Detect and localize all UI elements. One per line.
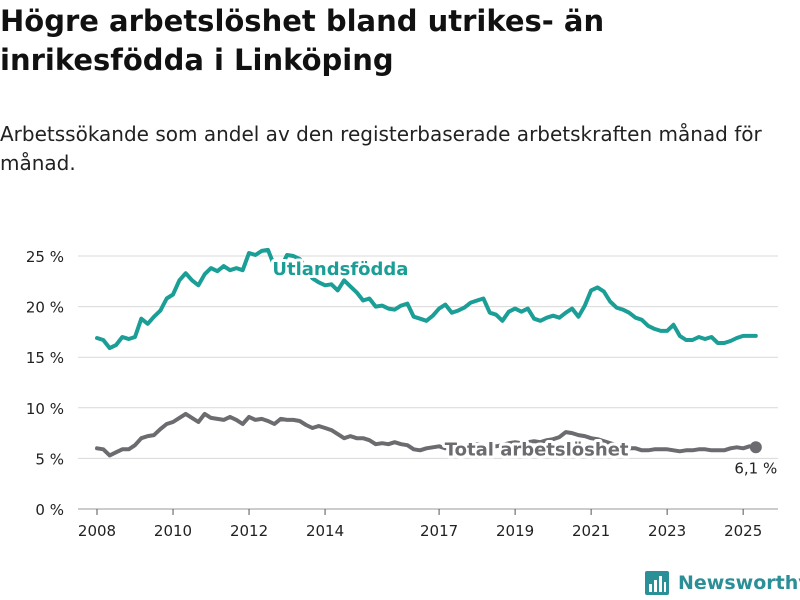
y-tick-label: 25 % [26, 248, 64, 266]
y-tick-label: 5 % [35, 450, 64, 468]
y-tick-label: 20 % [26, 299, 64, 317]
x-tick-label: 2021 [572, 522, 610, 540]
brand-name: Newsworthy [678, 572, 800, 594]
chart-subtitle: Arbetssökande som andel av den registerb… [0, 122, 762, 175]
series-label-utlandsfodda: Utlandsfödda [272, 259, 408, 280]
x-tick-label: 2019 [496, 522, 534, 540]
y-tick-label: 10 % [26, 400, 64, 418]
x-tick-label: 2010 [154, 522, 192, 540]
series-line-total [95, 411, 758, 458]
y-tick-label: 15 % [26, 349, 64, 367]
x-tick-label: 2008 [78, 522, 116, 540]
series-label-total: Total arbetslöshet [445, 439, 629, 460]
x-tick-label: 2017 [420, 522, 458, 540]
bar-chart-logo-icon [645, 571, 669, 595]
end-value-label: 6,1 % [734, 459, 777, 477]
end-point-marker [749, 441, 762, 454]
newsworthy-brand: Newsworthy [644, 568, 800, 598]
chart-title: Högre arbetslöshet bland utrikes- än inr… [0, 4, 605, 77]
y-tick-label: 0 % [35, 501, 64, 519]
series-line-utlandsfodda [95, 247, 758, 351]
x-tick-label: 2014 [306, 522, 344, 540]
x-tick-label: 2025 [724, 522, 762, 540]
x-tick-label: 2023 [648, 522, 686, 540]
x-tick-label: 2012 [230, 522, 268, 540]
